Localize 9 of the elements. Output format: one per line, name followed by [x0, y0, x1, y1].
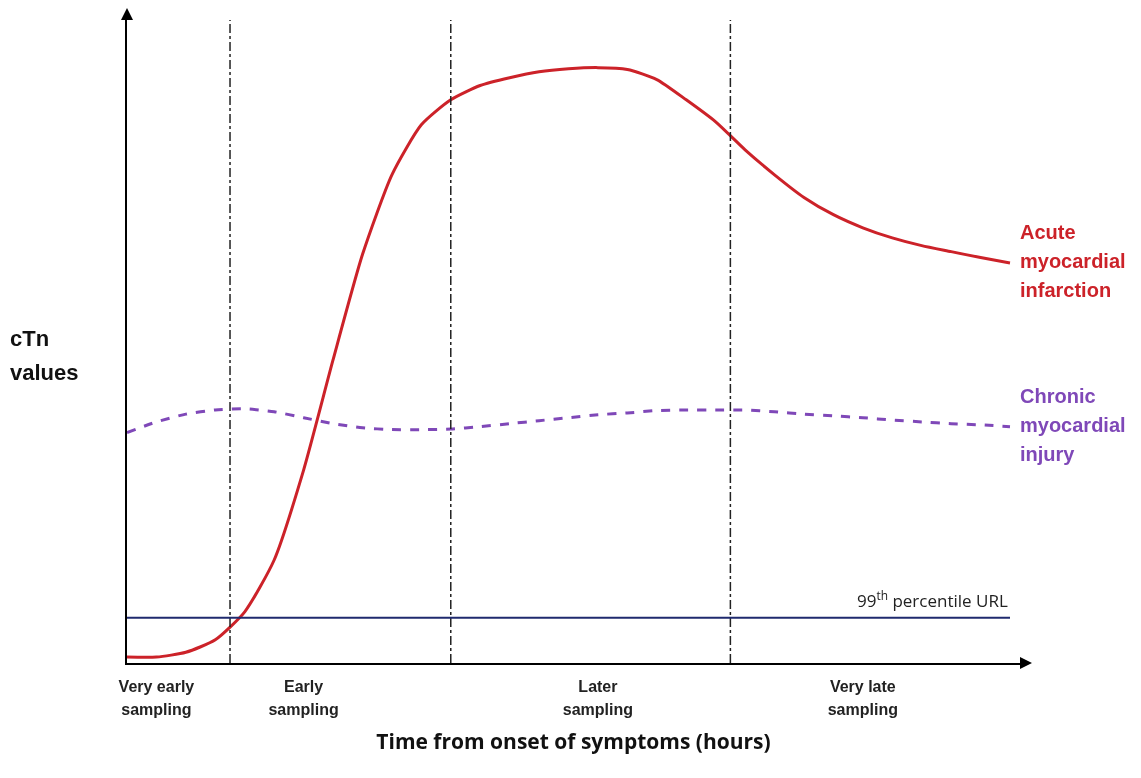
series-label: Chronic myocardial injury: [1020, 383, 1127, 467]
y-axis-title: cTn values: [10, 325, 80, 387]
x-tick-label: Very early sampling: [117, 677, 196, 720]
series-label: Acute myocardial infarction: [1020, 219, 1127, 303]
x-tick-label: Very late sampling: [826, 677, 899, 720]
ref-line-label: 99$^{th}$ percentile URL: [857, 587, 1008, 613]
x-axis-title: Time from onset of symptoms (hours): [376, 726, 771, 755]
x-tick-label: Later sampling: [561, 677, 635, 720]
x-tick-label: Early sampling: [267, 677, 340, 720]
